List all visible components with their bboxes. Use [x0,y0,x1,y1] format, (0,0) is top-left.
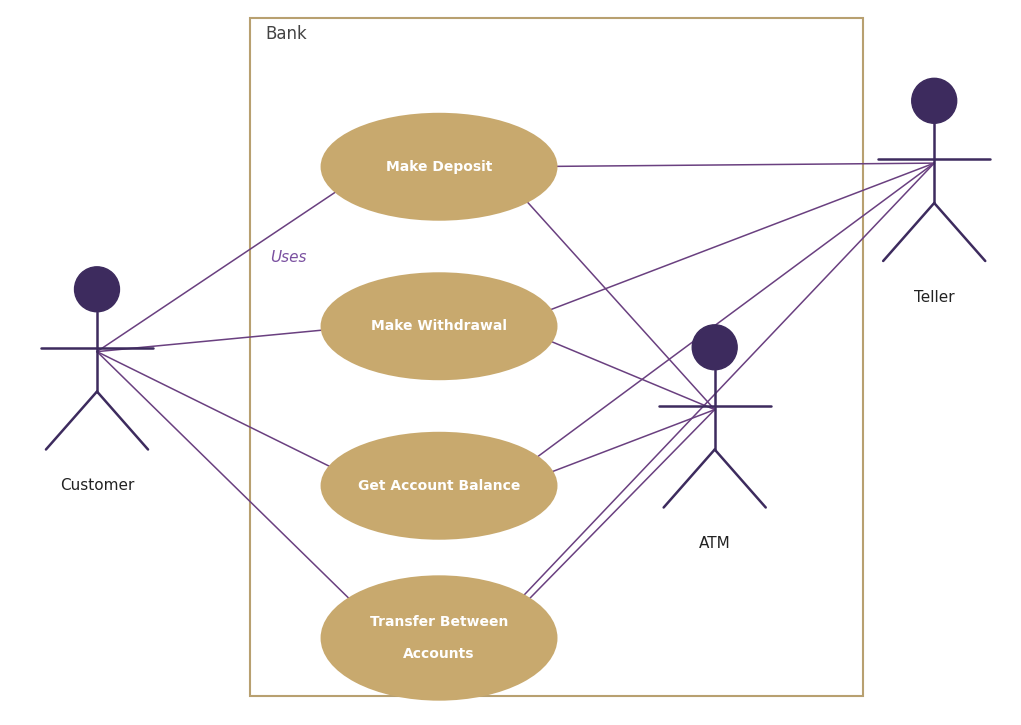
Ellipse shape [322,273,556,379]
Ellipse shape [912,78,957,123]
Text: ATM: ATM [698,536,731,552]
Text: Get Account Balance: Get Account Balance [357,478,521,493]
Ellipse shape [692,325,737,370]
Text: Make Withdrawal: Make Withdrawal [371,319,507,334]
Ellipse shape [322,114,556,220]
Ellipse shape [322,576,556,700]
Ellipse shape [322,433,556,539]
Text: Accounts: Accounts [403,647,475,661]
Text: Teller: Teller [914,290,955,305]
Text: Make Deposit: Make Deposit [386,160,492,174]
Text: Uses: Uses [271,250,307,265]
Text: Bank: Bank [265,25,307,44]
Text: Transfer Between: Transfer Between [370,615,508,629]
Text: Customer: Customer [60,478,134,494]
FancyBboxPatch shape [250,18,863,696]
Ellipse shape [75,267,119,312]
